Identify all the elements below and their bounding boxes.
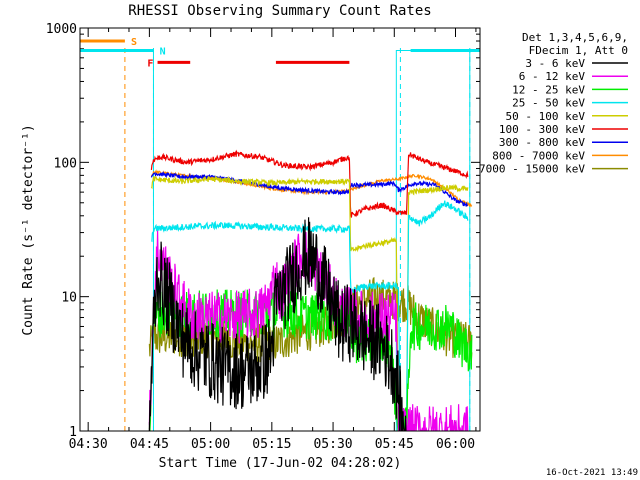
legend-label-1: 6 - 12 keV bbox=[519, 70, 586, 83]
y-tick-label-3: 1000 bbox=[46, 22, 77, 37]
legend-label-5: 100 - 300 keV bbox=[499, 123, 585, 136]
legend-header-1: FDecim 1, Att 0 bbox=[529, 44, 628, 57]
series-line-4 bbox=[150, 175, 469, 431]
series-line-6 bbox=[150, 171, 468, 207]
x-tick-label-4: 05:30 bbox=[313, 437, 352, 452]
legend-label-7: 800 - 7000 keV bbox=[492, 149, 585, 162]
legend-label-8: 7000 - 15000 keV bbox=[479, 163, 585, 176]
legend-header-0: Det 1,3,4,5,6,9, bbox=[522, 31, 628, 44]
x-tick-label-0: 04:30 bbox=[69, 437, 108, 452]
legend-label-4: 50 - 100 keV bbox=[506, 110, 586, 123]
x-tick-label-5: 05:45 bbox=[375, 437, 414, 452]
night-interval-box-0 bbox=[80, 49, 154, 431]
y-axis-label: Count Rate (s⁻¹ detector⁻¹) bbox=[21, 124, 36, 335]
y-tick-label-0: 1 bbox=[69, 425, 77, 440]
footer-timestamp: 16-Oct-2021 13:49 bbox=[546, 468, 638, 478]
series-line-5 bbox=[150, 149, 469, 218]
legend-label-2: 12 - 25 keV bbox=[512, 83, 585, 96]
flag-label-N: N bbox=[160, 46, 166, 57]
axes-ticks: 04:30 04:45 05:00 05:15 05:30 05:45 06:00 1 10 10… bbox=[46, 22, 480, 452]
legend-label-3: 25 - 50 keV bbox=[512, 97, 585, 110]
chart-title: RHESSI Observing Summary Count Rates bbox=[128, 3, 431, 19]
y-tick-label-1: 10 bbox=[61, 291, 77, 306]
flag-label-S: S bbox=[131, 37, 137, 48]
x-tick-label-1: 04:45 bbox=[130, 437, 169, 452]
flag-label-F: F bbox=[147, 58, 153, 69]
data-area bbox=[80, 39, 480, 431]
x-tick-label-6: 06:00 bbox=[436, 437, 475, 452]
x-axis-label: Start Time (17-Jun-02 04:28:02) bbox=[159, 456, 402, 471]
plot-frame bbox=[79, 27, 481, 432]
x-tick-label-2: 05:00 bbox=[191, 437, 230, 452]
y-tick-label-2: 100 bbox=[54, 156, 77, 171]
x-tick-label-3: 05:15 bbox=[252, 437, 291, 452]
series-line-0 bbox=[148, 217, 407, 431]
legend: Det 1,3,4,5,6,9,FDecim 1, Att 03 - 6 keV… bbox=[479, 31, 628, 176]
legend-label-0: 3 - 6 keV bbox=[525, 57, 585, 70]
legend-label-6: 300 - 800 keV bbox=[499, 136, 585, 149]
